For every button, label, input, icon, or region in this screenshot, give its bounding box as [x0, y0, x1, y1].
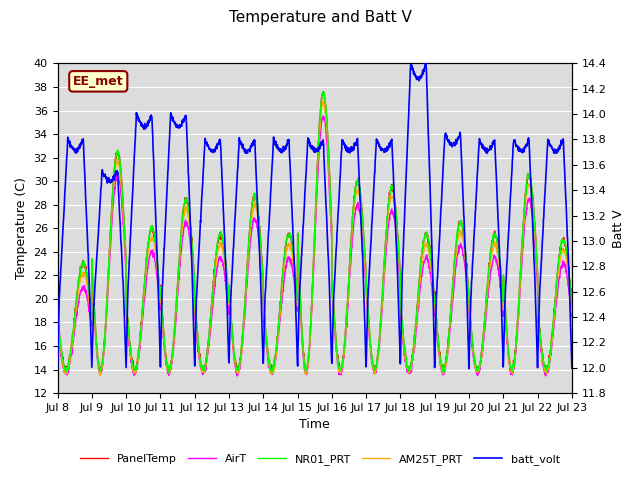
- Y-axis label: Batt V: Batt V: [612, 209, 625, 248]
- Line: batt_volt: batt_volt: [58, 62, 572, 369]
- PanelTemp: [197, 365, 205, 371]
- AM25T_PRT: [319, 98, 327, 104]
- batt_volt: [537, 262, 545, 267]
- AirT: [568, 314, 576, 320]
- AM25T_PRT: [330, 304, 337, 310]
- NR01_PRT: [319, 89, 327, 95]
- AirT: [523, 206, 531, 212]
- AirT: [197, 365, 205, 371]
- AirT: [341, 345, 349, 351]
- Y-axis label: Temperature (C): Temperature (C): [15, 177, 28, 279]
- PanelTemp: [568, 304, 576, 310]
- Text: EE_met: EE_met: [73, 75, 124, 88]
- AM25T_PRT: [465, 288, 472, 294]
- Line: PanelTemp: PanelTemp: [58, 92, 572, 373]
- AM25T_PRT: [54, 319, 61, 324]
- NR01_PRT: [54, 314, 61, 320]
- PanelTemp: [465, 282, 472, 288]
- NR01_PRT: [197, 364, 205, 370]
- PanelTemp: [330, 306, 337, 312]
- AM25T_PRT: [537, 346, 545, 352]
- Legend: PanelTemp, AirT, NR01_PRT, AM25T_PRT, batt_volt: PanelTemp, AirT, NR01_PRT, AM25T_PRT, ba…: [76, 450, 564, 469]
- PanelTemp: [62, 370, 70, 376]
- Line: NR01_PRT: NR01_PRT: [58, 92, 572, 372]
- AirT: [319, 113, 327, 119]
- AirT: [537, 349, 545, 355]
- batt_volt: [330, 312, 337, 318]
- Text: Temperature and Batt V: Temperature and Batt V: [228, 10, 412, 24]
- Line: AM25T_PRT: AM25T_PRT: [58, 101, 572, 375]
- Line: AirT: AirT: [58, 116, 572, 376]
- AirT: [465, 297, 472, 302]
- batt_volt: [340, 140, 348, 146]
- AM25T_PRT: [568, 309, 576, 315]
- batt_volt: [465, 366, 473, 372]
- AM25T_PRT: [197, 364, 205, 370]
- NR01_PRT: [465, 283, 472, 289]
- NR01_PRT: [330, 304, 337, 310]
- PanelTemp: [523, 177, 531, 183]
- PanelTemp: [341, 337, 349, 343]
- PanelTemp: [537, 341, 545, 347]
- AM25T_PRT: [523, 189, 531, 194]
- batt_volt: [422, 60, 429, 65]
- AM25T_PRT: [341, 339, 349, 345]
- NR01_PRT: [341, 337, 349, 343]
- AirT: [54, 326, 61, 332]
- AirT: [330, 315, 337, 321]
- batt_volt: [464, 332, 472, 338]
- batt_volt: [568, 365, 576, 371]
- AM25T_PRT: [97, 372, 104, 378]
- PanelTemp: [54, 311, 61, 316]
- batt_volt: [523, 141, 531, 147]
- batt_volt: [197, 211, 205, 216]
- PanelTemp: [319, 89, 327, 95]
- NR01_PRT: [523, 180, 531, 186]
- NR01_PRT: [568, 302, 576, 308]
- NR01_PRT: [165, 370, 173, 375]
- batt_volt: [54, 366, 61, 372]
- AirT: [234, 373, 241, 379]
- X-axis label: Time: Time: [300, 419, 330, 432]
- NR01_PRT: [537, 341, 545, 347]
